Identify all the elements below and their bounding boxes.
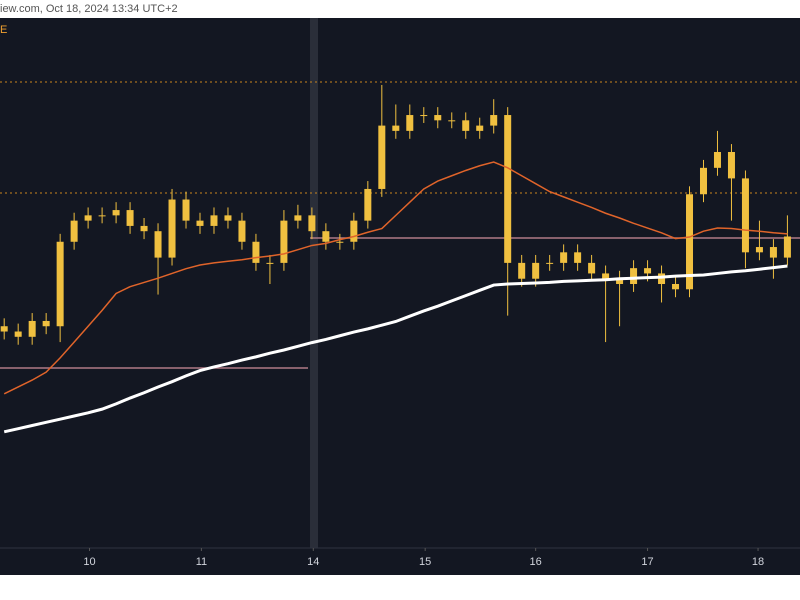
- candle-body: [783, 236, 791, 258]
- x-tick-label: 15: [419, 556, 431, 568]
- moving-average: [3, 264, 788, 434]
- candle-body: [336, 241, 344, 243]
- candle-body: [741, 178, 749, 253]
- candle-body: [699, 167, 707, 195]
- candle-body: [252, 241, 260, 263]
- candle-body: [294, 215, 302, 221]
- candle-body: [476, 125, 484, 131]
- candle-body: [406, 115, 414, 131]
- candle-body: [574, 252, 582, 263]
- candle-body: [686, 194, 694, 290]
- x-tick-label: 10: [83, 556, 95, 568]
- x-tick-label: 14: [307, 556, 319, 568]
- candle-body: [322, 231, 330, 242]
- header-text: iew.com, Oct 18, 2024 13:34 UTC+2: [0, 3, 178, 15]
- candle-body: [518, 262, 526, 279]
- candle-body: [755, 247, 763, 253]
- candle-body: [392, 125, 400, 131]
- candle-body: [713, 152, 721, 168]
- candle-body: [378, 125, 386, 189]
- candle-body: [588, 262, 596, 274]
- candle-body: [266, 262, 274, 264]
- candle-body: [504, 115, 512, 263]
- candle-body: [182, 199, 190, 221]
- corner-label: E: [0, 24, 7, 36]
- candle-body: [196, 220, 204, 226]
- candle-body: [28, 320, 36, 337]
- candle-body: [658, 273, 666, 284]
- candle-body: [98, 215, 106, 217]
- candle-body: [238, 220, 246, 242]
- candle-body: [0, 326, 8, 332]
- candle-body: [140, 225, 148, 232]
- candle-body: [448, 120, 456, 122]
- moving-average: [3, 161, 788, 395]
- candle-body: [616, 278, 624, 284]
- x-tick-label: 17: [641, 556, 653, 568]
- candle-body: [70, 220, 78, 242]
- candle-body: [727, 152, 735, 179]
- candle-body: [490, 115, 498, 126]
- candle-body: [602, 273, 610, 279]
- candle-body: [210, 215, 218, 226]
- candle-body: [112, 210, 120, 216]
- x-tick-label: 11: [196, 556, 207, 568]
- candle-body: [420, 115, 428, 117]
- candle-body: [630, 268, 638, 284]
- marks: [0, 84, 791, 434]
- candle-body: [532, 262, 540, 279]
- candle-body: [84, 215, 92, 221]
- candle-body: [434, 115, 442, 121]
- candle-body: [126, 210, 134, 226]
- header-bar: [0, 0, 800, 18]
- candle-body: [308, 215, 316, 232]
- x-tick-label: 16: [530, 556, 542, 568]
- candle-body: [672, 284, 680, 290]
- candle-body: [462, 120, 470, 131]
- candle-body: [168, 199, 176, 258]
- candle-body: [154, 231, 162, 258]
- plot-background: [0, 18, 800, 575]
- candle-body: [644, 268, 652, 274]
- candle-body: [364, 188, 372, 221]
- candle-body: [546, 262, 554, 264]
- candle-body: [14, 331, 22, 337]
- candle-body: [56, 241, 64, 327]
- candle-body: [224, 215, 232, 221]
- candle-body: [42, 320, 50, 327]
- candle-body: [769, 247, 777, 258]
- candle-body: [560, 252, 568, 263]
- x-tick-label: 18: [752, 556, 764, 568]
- candle-body: [350, 220, 358, 242]
- candle-body: [280, 220, 288, 263]
- session-marker: [310, 18, 318, 548]
